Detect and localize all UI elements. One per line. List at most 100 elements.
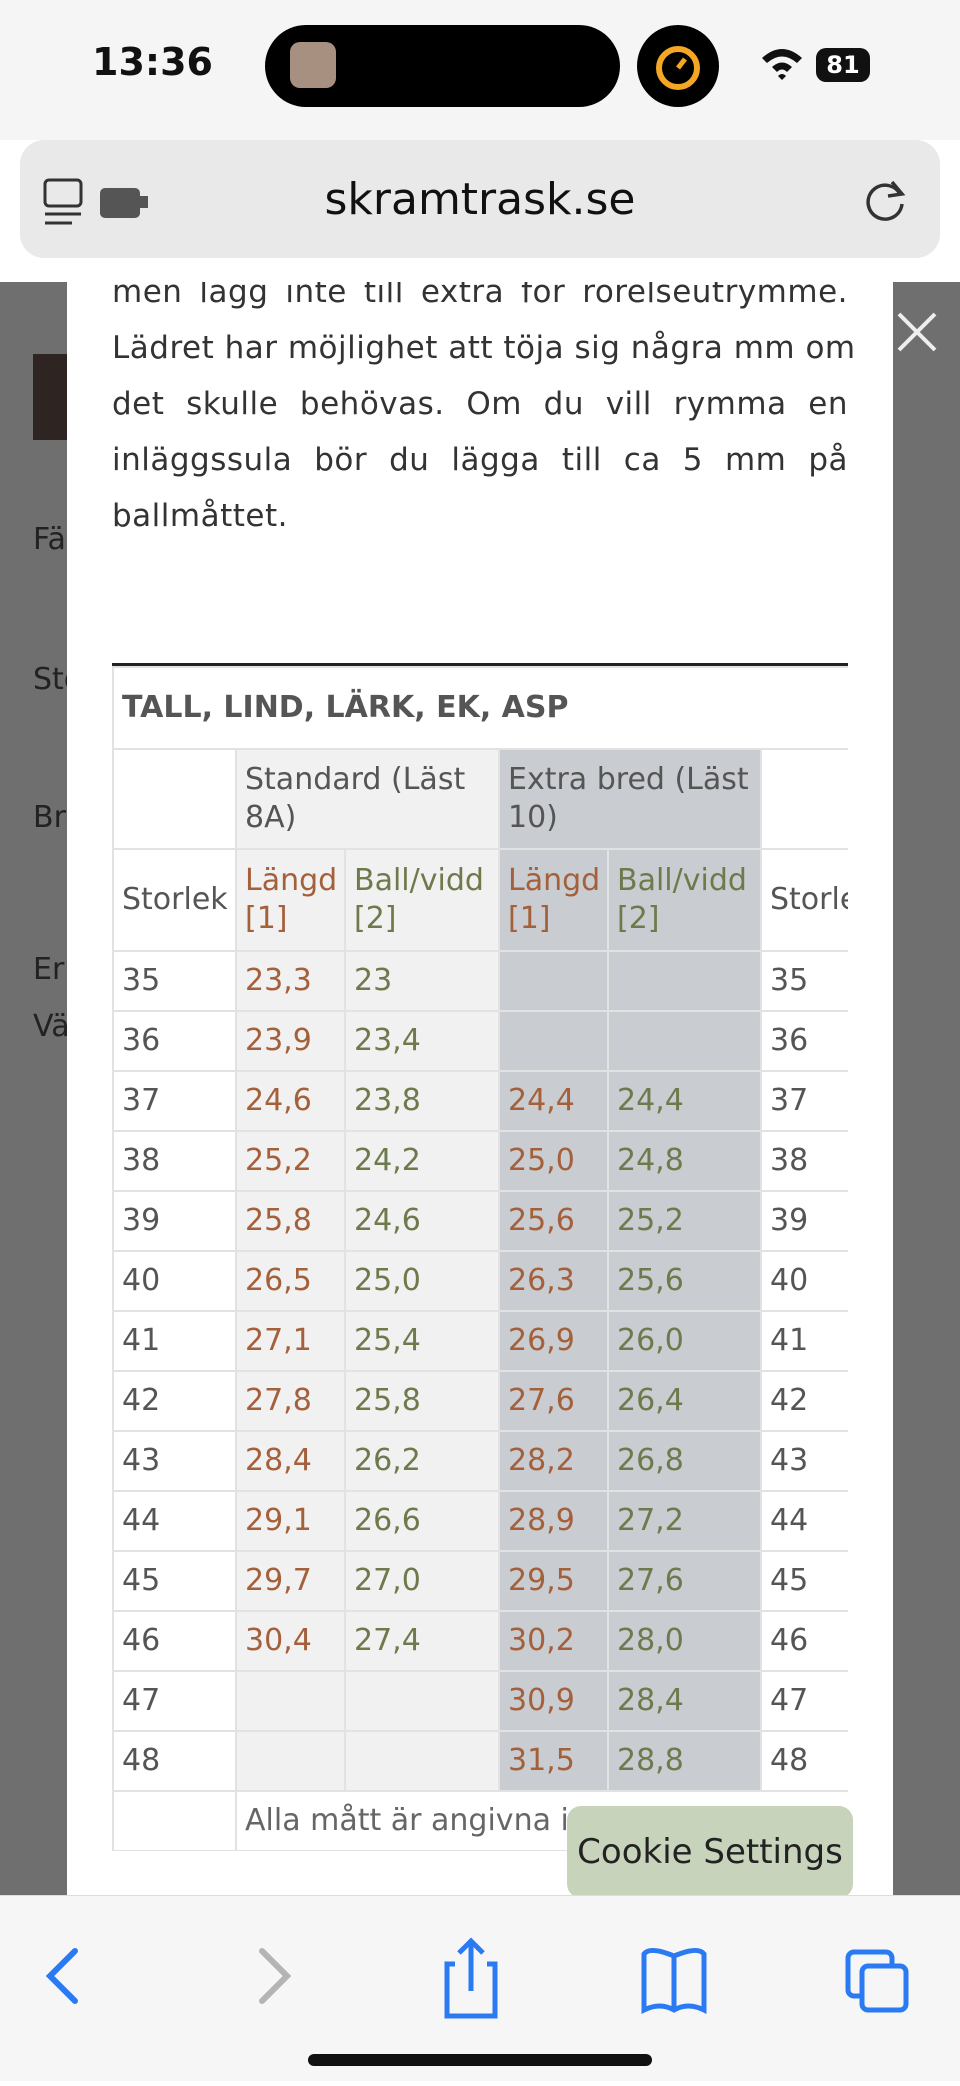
size-cell: 44 [759,1490,848,1552]
timer [637,25,719,107]
size-cell [344,1730,500,1792]
size-cell: 25,2 [607,1190,762,1252]
size-cell: 30,9 [498,1670,609,1732]
size-cell: 27,1 [235,1310,346,1372]
tabs-button[interactable] [845,1949,909,2013]
size-cell: 48 [112,1730,237,1792]
size-cell: 28,2 [498,1430,609,1492]
size-cell: 25,6 [607,1250,762,1312]
size-row: 43 28,4 26,2 28,2 26,8 43 [112,1430,848,1492]
size-cell: 24,4 [607,1070,762,1132]
size-cell: 27,2 [607,1490,762,1552]
size-row: 39 25,8 24,6 25,6 25,2 39 [112,1190,848,1252]
size-cell: 25,2 [235,1130,346,1192]
size-cell: 25,0 [344,1250,500,1312]
size-cell: 27,6 [498,1370,609,1432]
subheader-cell: Längd [1] [235,848,346,952]
battery: 81 [816,48,870,82]
close-button[interactable] [895,310,939,354]
bg-block [33,354,73,440]
size-cell: 39 [759,1190,848,1252]
size-row: 41 27,1 25,4 26,9 26,0 41 [112,1310,848,1372]
size-cell: 25,0 [498,1130,609,1192]
size-cell: 31,5 [498,1730,609,1792]
home-indicator [308,2054,652,2066]
browser-toolbar [0,1895,960,2081]
size-cell: 39 [112,1190,237,1252]
size-cell: 30,2 [498,1610,609,1672]
size-cell: 25,8 [235,1190,346,1252]
paragraph-line: inläggssula bör du lägga till ca 5 mm på [112,442,848,478]
size-cell: 43 [759,1430,848,1492]
size-cell: 45 [759,1550,848,1612]
status-bar: 13:36 81 [0,0,960,140]
size-cell: 28,9 [498,1490,609,1552]
size-cell: 25,8 [344,1370,500,1432]
size-cell: 47 [112,1670,237,1732]
share-button[interactable] [444,1937,498,2019]
paragraph-line: det skulle behövas. Om du vill rymma en [112,386,848,422]
size-cell: 38 [112,1130,237,1192]
size-cell: 24,8 [607,1130,762,1192]
bookmarks-button[interactable] [641,1948,707,2015]
reader-icon[interactable] [42,178,167,228]
size-cell: 44 [112,1490,237,1552]
size-cell: 28,8 [607,1730,762,1792]
bg-label: Fä [33,522,66,557]
size-cell: 28,4 [607,1670,762,1732]
bg-label: Vä [33,1009,70,1044]
size-cell: 29,7 [235,1550,346,1612]
size-cell: 46 [112,1610,237,1672]
size-cell: 24,4 [498,1070,609,1132]
size-cell: 27,6 [607,1550,762,1612]
size-cell [344,1670,500,1732]
app-icon [290,42,336,88]
url[interactable]: skramtrask.se [324,174,636,225]
size-row: 48 31,5 28,8 48 [112,1730,848,1792]
subheader-cell: Ball/vidd [2] [607,848,762,952]
time: 13:36 [92,40,213,84]
wifi-icon [762,49,802,80]
back-button[interactable] [45,1948,78,2004]
subheader-cell: Storlek [112,848,237,952]
size-table-wrap: TALL, LIND, LÄRK, EK, ASP Standard (Läst … [112,663,848,1851]
size-cell: 27,4 [344,1610,500,1672]
size-cell: 27,8 [235,1370,346,1432]
size-row: 37 24,6 23,8 24,4 24,4 37 [112,1070,848,1132]
size-row: 42 27,8 25,8 27,6 26,4 42 [112,1370,848,1432]
size-cell [607,1010,762,1072]
size-cell: 26,0 [607,1310,762,1372]
size-row: 36 23,9 23,4 36 [112,1010,848,1072]
header-cell: Standard (Läst 8A) [235,748,500,850]
reload-icon[interactable] [862,176,910,224]
size-cell: 23,4 [344,1010,500,1072]
size-cell: 47 [759,1670,848,1732]
size-cell: 29,5 [498,1550,609,1612]
address-bar[interactable]: skramtrask.se [20,140,940,258]
size-cell: 30,4 [235,1610,346,1672]
cookie-settings-button[interactable]: Cookie Settings [567,1806,853,1898]
size-cell: 23 [344,950,500,1012]
size-cell: 35 [759,950,848,1012]
subheader-cell: Längd [1] [498,848,609,952]
subheader-cell: Ball/vidd [2] [344,848,500,952]
size-cell: 48 [759,1730,848,1792]
size-cell: 26,5 [235,1250,346,1312]
size-cell [235,1730,346,1792]
footer-cell [112,1790,237,1851]
size-cell [607,950,762,1012]
size-cell: 40 [112,1250,237,1312]
header-cell: Extra bred (Läst 10) [498,748,762,850]
subheader-cell: Storlek [759,848,848,952]
header-cell [112,748,237,850]
paragraph-line: ballmåttet. [112,498,288,534]
size-row: 46 30,4 27,4 30,2 28,0 46 [112,1610,848,1672]
size-cell: 26,8 [607,1430,762,1492]
size-cell: 28,0 [607,1610,762,1672]
size-row: 35 23,3 23 35 [112,950,848,1012]
header-row: Standard (Läst 8A) Extra bred (Läst 10) [112,748,848,850]
forward-button[interactable] [259,1948,292,2004]
size-cell: 37 [759,1070,848,1132]
size-cell: 24,6 [235,1070,346,1132]
